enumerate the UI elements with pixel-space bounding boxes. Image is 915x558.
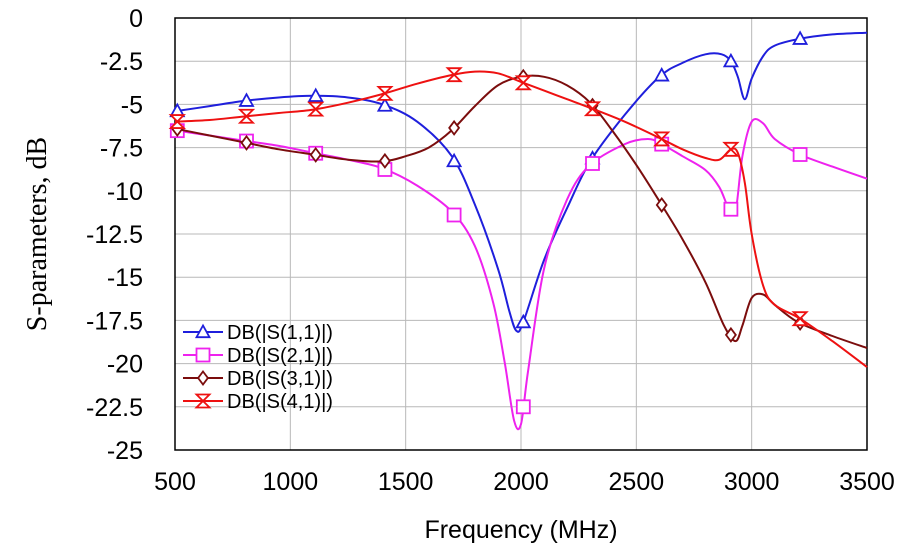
- series-1: [169, 30, 868, 333]
- x-axis-title: Frequency (MHz): [424, 516, 617, 544]
- series-3: [171, 68, 868, 349]
- series-marker: [723, 201, 739, 217]
- y-tick-label: -2.5: [100, 48, 143, 76]
- series-line: [174, 31, 868, 333]
- y-tick-label: -5: [121, 91, 143, 119]
- series-marker: [376, 85, 394, 101]
- series-marker: [515, 399, 531, 415]
- series-marker: [237, 108, 256, 124]
- legend-item: DB(|S(2,1)|): [183, 345, 333, 367]
- legend: DB(|S(1,1)|)DB(|S(2,1)|)DB(|S(3,1)|)DB(|…: [183, 322, 333, 413]
- series-marker: [585, 156, 600, 171]
- series-line: [174, 70, 868, 368]
- y-tick-label: -7.5: [100, 135, 143, 163]
- series-marker: [376, 97, 393, 112]
- x-tick-label: 3000: [724, 468, 780, 496]
- series-marker: [583, 101, 602, 117]
- y-tick-labels: 0 -2.5 -5 -7.5 -10 -12.5 -15 -17.5 -20 -22.5 -25: [86, 5, 143, 465]
- series-marker: [445, 67, 463, 83]
- legend-marker: [194, 323, 212, 339]
- y-tick-label: 0: [129, 5, 143, 33]
- series-marker: [791, 311, 809, 327]
- y-tick-label: -12.5: [86, 221, 143, 249]
- legend-marker: [197, 370, 209, 386]
- legend-marker: [195, 347, 211, 363]
- series-marker: [514, 75, 532, 91]
- y-tick-label: -20: [107, 351, 143, 379]
- series-marker: [655, 196, 668, 213]
- legend-label: DB(|S(3,1)|): [227, 368, 333, 390]
- series-marker: [792, 30, 809, 45]
- series-marker: [724, 326, 737, 343]
- x-tick-labels: 500 1000 1500 2000 2500 3000 3500: [154, 468, 895, 496]
- x-tick-label: 2000: [493, 468, 549, 496]
- legend-marker: [194, 393, 212, 409]
- x-tick-label: 2500: [609, 468, 665, 496]
- series-marker: [653, 131, 671, 147]
- series-marker: [722, 52, 739, 68]
- y-tick-label: -22.5: [86, 394, 143, 422]
- series-marker: [309, 146, 322, 163]
- y-tick-label: -25: [107, 437, 143, 465]
- legend-label: DB(|S(1,1)|): [227, 322, 333, 344]
- x-tick-label: 1000: [263, 468, 319, 496]
- series-line: [174, 118, 868, 431]
- y-tick-label: -17.5: [86, 307, 143, 335]
- series-marker: [792, 147, 808, 162]
- series-line: [174, 74, 868, 349]
- series-marker: [168, 114, 186, 129]
- series-marker: [446, 207, 462, 223]
- legend-item: DB(|S(1,1)|): [183, 322, 333, 344]
- series-marker: [307, 101, 325, 117]
- y-tick-label: -15: [107, 264, 143, 292]
- x-tick-label: 3500: [839, 468, 895, 496]
- plot-frame: [174, 17, 868, 451]
- legend-label: DB(|S(4,1)|): [227, 391, 333, 413]
- series-group: [168, 30, 868, 431]
- series-4: [168, 67, 868, 368]
- series-marker: [307, 87, 324, 102]
- legend-item: DB(|S(3,1)|): [183, 368, 333, 390]
- series-marker: [446, 152, 463, 168]
- y-axis-title: S-parameters, dB: [22, 137, 53, 331]
- legend-label: DB(|S(2,1)|): [227, 345, 333, 367]
- legend-item: DB(|S(4,1)|): [183, 391, 333, 413]
- x-tick-label: 500: [154, 468, 196, 496]
- y-tick-label: -10: [107, 178, 143, 206]
- series-marker: [238, 92, 255, 107]
- series-marker: [448, 119, 461, 136]
- series-marker: [240, 134, 253, 151]
- series-marker: [515, 313, 532, 329]
- x-tick-label: 1500: [378, 468, 434, 496]
- series-marker: [378, 152, 391, 169]
- series-marker: [653, 67, 670, 82]
- series-marker: [722, 141, 740, 157]
